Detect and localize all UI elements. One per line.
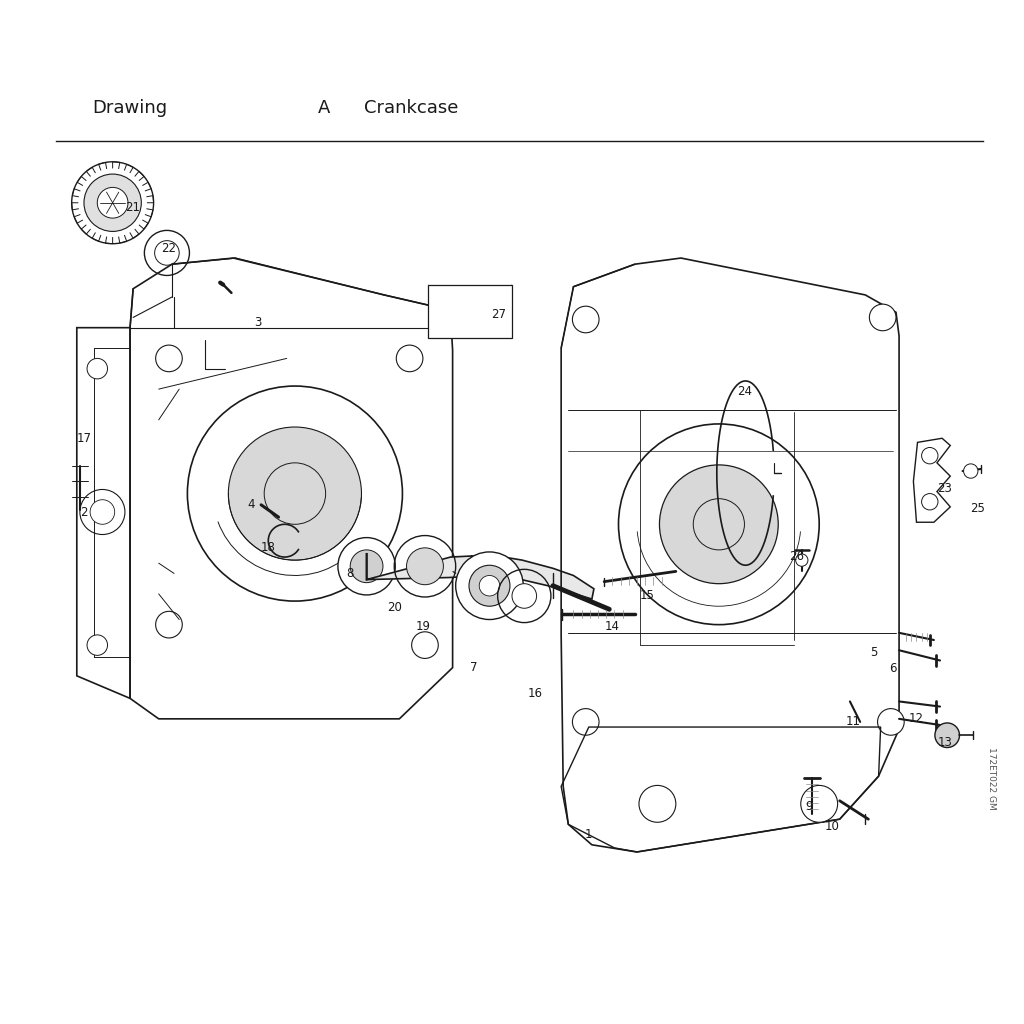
Circle shape [156,345,182,372]
Circle shape [156,611,182,638]
Circle shape [639,785,676,822]
Text: 12: 12 [909,713,924,725]
Text: 11: 11 [846,716,860,728]
Circle shape [869,304,896,331]
Polygon shape [367,553,594,599]
Text: 26: 26 [790,550,804,562]
Text: 9: 9 [805,801,813,813]
Text: 7: 7 [470,662,478,674]
Circle shape [659,465,778,584]
Text: 20: 20 [387,601,401,613]
Circle shape [412,632,438,658]
Circle shape [878,709,904,735]
Text: 13: 13 [938,736,952,749]
Text: 8: 8 [346,567,354,580]
Circle shape [922,447,938,464]
Text: 5: 5 [869,646,878,658]
Text: 27: 27 [492,308,506,321]
Circle shape [87,358,108,379]
Text: 172ET022 GM: 172ET022 GM [987,746,995,810]
Text: A: A [317,98,330,117]
Circle shape [922,494,938,510]
Text: 3: 3 [254,316,262,329]
Text: 17: 17 [77,432,91,444]
Text: Crankcase: Crankcase [364,98,458,117]
Circle shape [84,174,141,231]
Text: 24: 24 [737,385,752,397]
Text: 6: 6 [889,663,897,675]
Circle shape [572,306,599,333]
Circle shape [456,552,523,620]
Circle shape [338,538,395,595]
Text: 2: 2 [80,506,88,518]
Circle shape [572,709,599,735]
Circle shape [512,584,537,608]
Text: 14: 14 [605,621,620,633]
Text: 25: 25 [971,503,985,515]
Text: 4: 4 [247,499,255,511]
Text: Drawing: Drawing [92,98,167,117]
Circle shape [935,723,959,748]
Text: 16: 16 [528,687,543,699]
Circle shape [90,500,115,524]
Text: 10: 10 [825,820,840,833]
Circle shape [469,565,510,606]
Text: 19: 19 [416,621,430,633]
Bar [428,285,512,338]
Text: 18: 18 [261,542,275,554]
Circle shape [796,554,808,566]
Text: 1: 1 [585,828,593,841]
Circle shape [801,785,838,822]
Circle shape [87,635,108,655]
Circle shape [97,187,128,218]
Text: 22: 22 [162,243,176,255]
Circle shape [407,548,443,585]
Circle shape [228,427,361,560]
Circle shape [964,464,978,478]
Circle shape [350,550,383,583]
Text: 21: 21 [126,202,140,214]
Text: 23: 23 [937,482,951,495]
Circle shape [479,575,500,596]
Text: 15: 15 [640,590,654,602]
Circle shape [396,345,423,372]
